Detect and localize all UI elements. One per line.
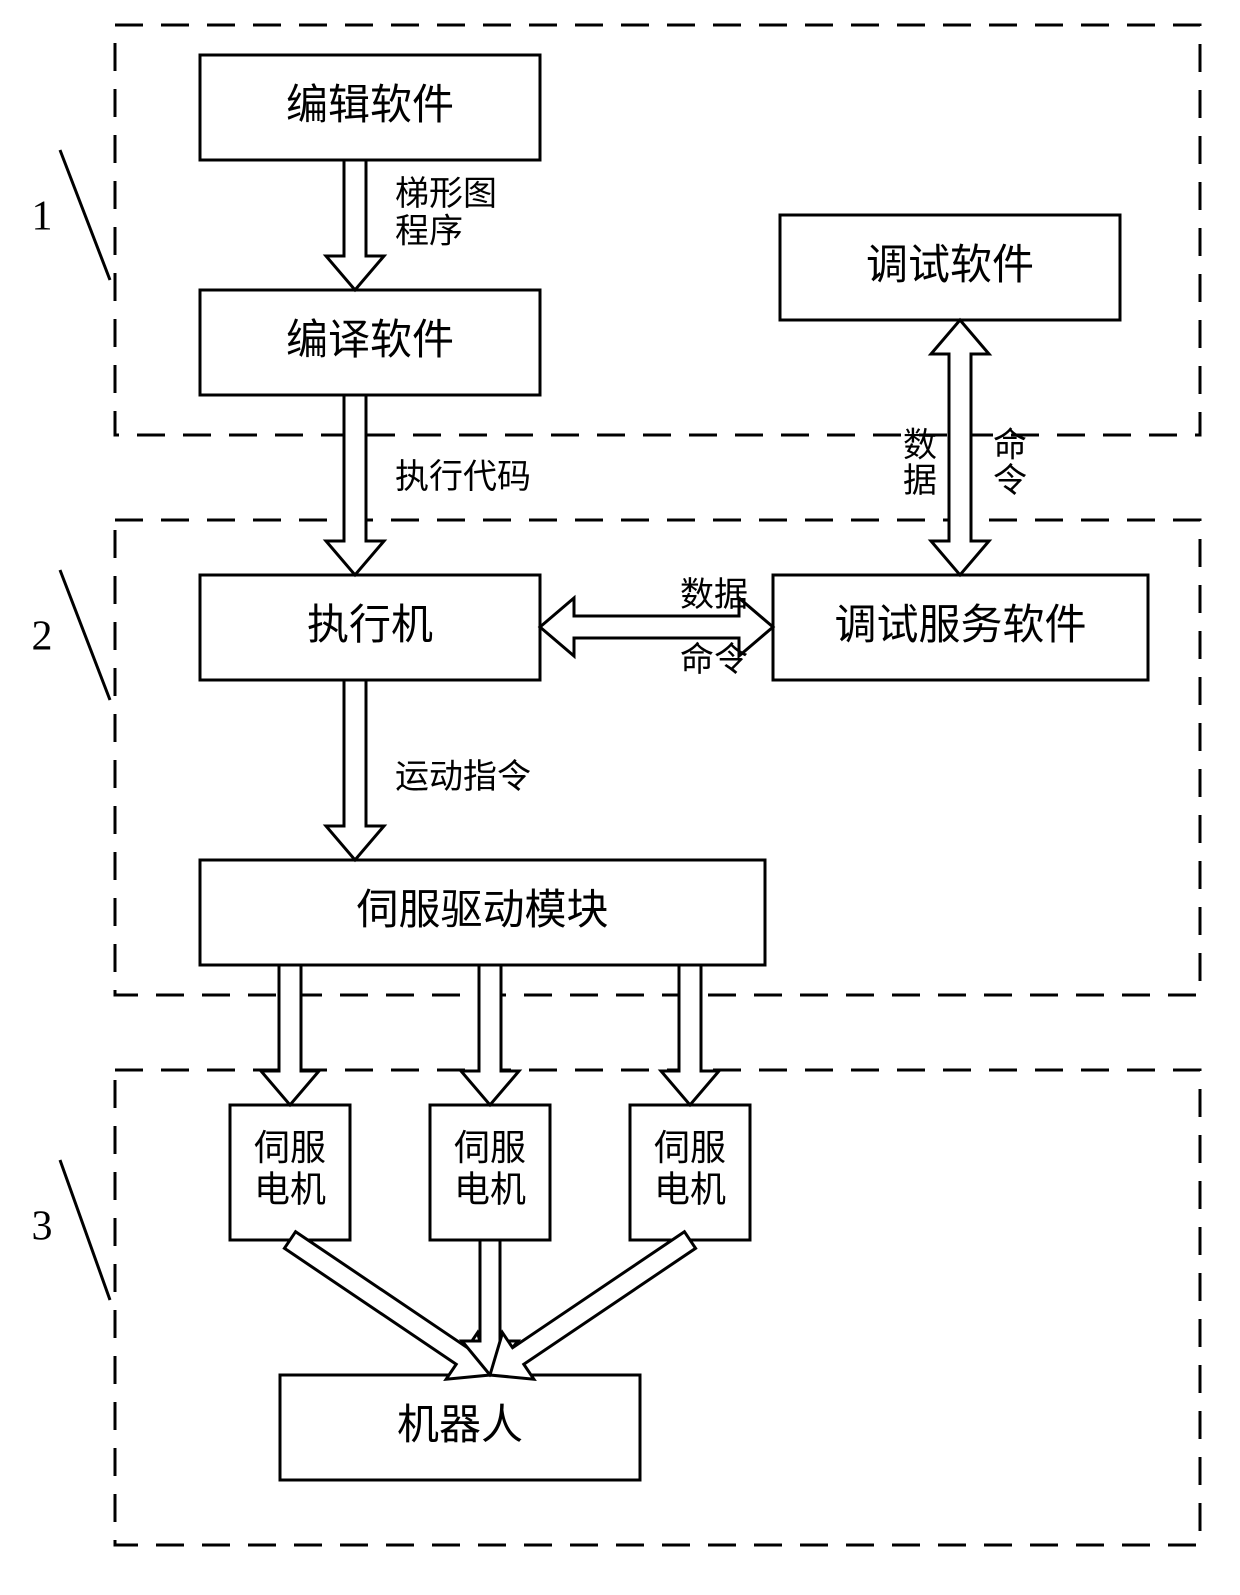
section-marker-three: 3 [32,1204,53,1250]
arrow-a_motors_robot-2 [490,1232,696,1379]
label-servo_mod: 伺服驱动模块 [356,888,608,934]
edge-label-motion: 运动指令 [395,758,531,796]
arrow-a_compile_exec [326,395,384,575]
section-tick-one [60,150,110,280]
label-servo1: 伺服电机 [254,1128,326,1209]
section-tick-three [60,1160,110,1300]
arrow-a_exec_servo [326,680,384,860]
edge-label-data_v: 数据 [903,426,937,500]
edge-label-ladder: 梯形图程序 [395,175,497,250]
arrow-a_edit_compile [326,160,384,290]
edge-label-cmd_v: 命令 [993,426,1027,500]
section-marker-two: 2 [32,614,53,660]
label-servo2: 伺服电机 [454,1128,526,1209]
section-marker-one: 1 [32,194,53,240]
label-edit_sw: 编辑软件 [286,83,454,129]
arrow-a_servo_m1 [261,965,319,1105]
label-executor: 执行机 [307,603,433,649]
label-robot: 机器人 [397,1403,523,1449]
label-debug_sw: 调试软件 [866,243,1034,289]
section-tick-two [60,570,110,700]
arrow-a_debug_bi [931,320,989,575]
arrow-a_servo_m3 [661,965,719,1105]
edge-label-execcode: 执行代码 [395,458,531,496]
arrow-a_servo_m2 [461,965,519,1105]
edge-label-cmd_bottom: 命令 [680,641,748,679]
label-servo3: 伺服电机 [654,1128,726,1209]
arrow-a_motors_robot-0 [284,1232,490,1379]
label-debug_srv: 调试服务软件 [834,603,1086,649]
label-compile_sw: 编译软件 [286,318,454,364]
edge-label-data_top: 数据 [680,576,748,614]
